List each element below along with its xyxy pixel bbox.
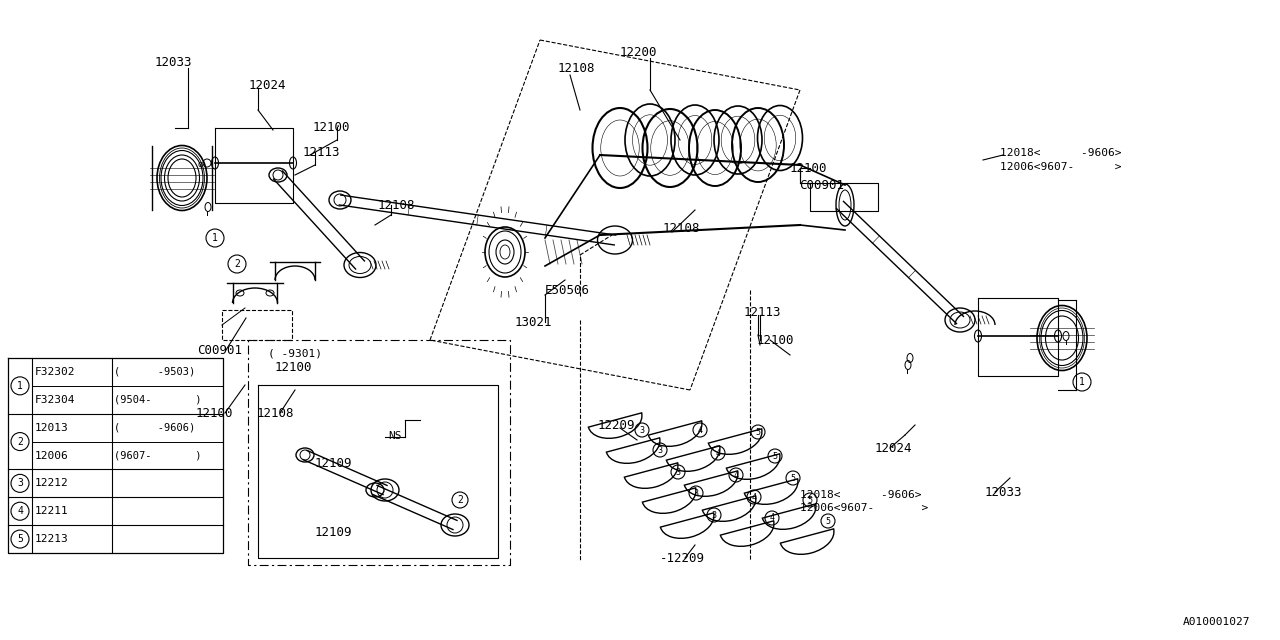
Text: 5: 5 (773, 451, 777, 461)
Text: 12100: 12100 (275, 360, 312, 374)
Text: (      -9503): ( -9503) (114, 367, 196, 377)
Text: 12109: 12109 (315, 525, 352, 538)
Text: ( -9301): ( -9301) (268, 348, 323, 358)
Text: 1: 1 (17, 381, 23, 391)
Text: 12024: 12024 (876, 442, 913, 454)
Text: 2: 2 (234, 259, 239, 269)
Text: 12018<      -9606>: 12018< -9606> (1000, 148, 1121, 158)
Text: 4: 4 (769, 513, 774, 522)
Text: 5: 5 (17, 534, 23, 544)
Text: 5: 5 (755, 428, 760, 436)
Text: 12100: 12100 (790, 161, 827, 175)
Text: 3: 3 (17, 478, 23, 488)
Text: q: q (197, 159, 202, 168)
Text: 3: 3 (712, 511, 717, 520)
Text: 2: 2 (17, 436, 23, 447)
Text: A010001027: A010001027 (1183, 617, 1251, 627)
Text: NS: NS (388, 431, 402, 441)
Text: 12033: 12033 (986, 486, 1023, 499)
Text: 12108: 12108 (378, 198, 416, 211)
Text: 12200: 12200 (620, 45, 658, 58)
Text: 12109: 12109 (315, 456, 352, 470)
Text: 12006<9607-      >: 12006<9607- > (1000, 162, 1121, 172)
Text: 13021: 13021 (515, 316, 553, 328)
Text: 3: 3 (640, 426, 645, 435)
Text: 12013: 12013 (35, 422, 69, 433)
Text: F32304: F32304 (35, 395, 76, 404)
Text: (9607-       ): (9607- ) (114, 451, 201, 461)
Text: 12100: 12100 (756, 333, 795, 346)
Text: 12211: 12211 (35, 506, 69, 516)
Text: 12113: 12113 (744, 305, 782, 319)
Text: 5: 5 (826, 516, 831, 525)
Text: 4: 4 (716, 449, 721, 458)
Text: 12113: 12113 (303, 145, 340, 159)
Text: 4: 4 (698, 426, 703, 435)
Text: (9504-       ): (9504- ) (114, 395, 201, 404)
Text: E50506: E50506 (545, 284, 590, 296)
Text: 4: 4 (733, 470, 739, 479)
Text: 1: 1 (1079, 377, 1085, 387)
Text: 5: 5 (791, 474, 795, 483)
Text: 12006<9607-       >: 12006<9607- > (800, 503, 928, 513)
Text: 12100: 12100 (314, 120, 351, 134)
Text: 1: 1 (212, 233, 218, 243)
Text: 12024: 12024 (250, 79, 287, 92)
Text: 5: 5 (808, 495, 813, 504)
Text: 12209: 12209 (598, 419, 635, 431)
Text: 2: 2 (457, 495, 463, 505)
Text: 12100: 12100 (196, 406, 233, 419)
Text: 12006: 12006 (35, 451, 69, 461)
Text: 3: 3 (694, 488, 699, 497)
Text: 12108: 12108 (558, 61, 595, 74)
Text: 12018<      -9606>: 12018< -9606> (800, 490, 922, 500)
Text: 4: 4 (17, 506, 23, 516)
Text: 12212: 12212 (35, 478, 69, 488)
Text: 12108: 12108 (257, 406, 294, 419)
Text: (      -9606): ( -9606) (114, 422, 196, 433)
Text: 12213: 12213 (35, 534, 69, 544)
Text: 12108: 12108 (663, 221, 700, 234)
Text: C00901: C00901 (197, 344, 242, 356)
Text: C00901: C00901 (799, 179, 844, 191)
Text: -12209: -12209 (660, 552, 705, 564)
Text: 3: 3 (676, 467, 681, 477)
Text: 3: 3 (658, 445, 663, 454)
Text: 4: 4 (751, 493, 756, 502)
Text: 12033: 12033 (155, 56, 192, 68)
Text: F32302: F32302 (35, 367, 76, 377)
